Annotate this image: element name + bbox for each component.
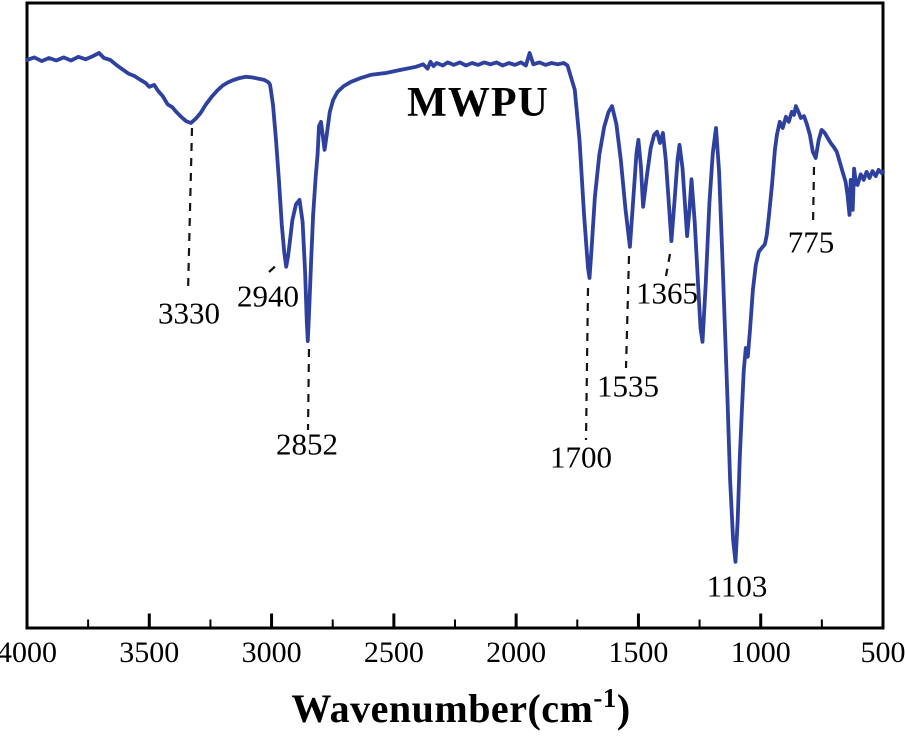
annotation-leader-3330	[186, 127, 194, 293]
x-axis-label-superscript: -1	[593, 683, 617, 713]
x-tick-label: 2500	[363, 636, 424, 669]
chart-title: MWPU	[407, 80, 549, 126]
peak-annotation-1535: 1535	[597, 368, 659, 404]
peak-annotation-1700: 1700	[550, 439, 612, 475]
x-tick-label: 1500	[608, 636, 669, 669]
peak-annotation-2852: 2852	[276, 426, 338, 462]
x-axis-label-close: )	[616, 686, 631, 731]
x-tick-label: 4000	[0, 636, 57, 669]
peak-annotation-1103: 1103	[706, 568, 768, 604]
peak-annotation-3330: 3330	[158, 295, 220, 331]
peak-annotation-2940: 2940	[237, 278, 299, 314]
spectrum-curve	[25, 51, 885, 564]
x-tick-label: 2000	[486, 636, 547, 669]
annotation-leader-lines	[186, 127, 816, 441]
annotation-leader-2940	[268, 261, 281, 273]
x-axis-label-main: Wavenumber(cm	[291, 686, 594, 731]
plot-border	[25, 1, 885, 630]
x-axis-ticks	[25, 613, 885, 627]
x-tick-label: 1000	[730, 636, 791, 669]
annotation-leader-2852	[306, 348, 311, 431]
x-axis-label: Wavenumber(cm-1)	[291, 685, 631, 731]
x-tick-label: 500	[860, 636, 905, 669]
annotation-leader-775	[811, 166, 816, 227]
annotation-leader-1700	[584, 287, 590, 441]
peak-annotation-775: 775	[787, 224, 835, 260]
peak-annotation-1365: 1365	[636, 275, 698, 311]
x-tick-label: 3500	[119, 636, 180, 669]
x-tick-label: 3000	[241, 636, 302, 669]
annotation-leader-1535	[624, 255, 631, 369]
annotation-leader-1365	[664, 253, 672, 277]
